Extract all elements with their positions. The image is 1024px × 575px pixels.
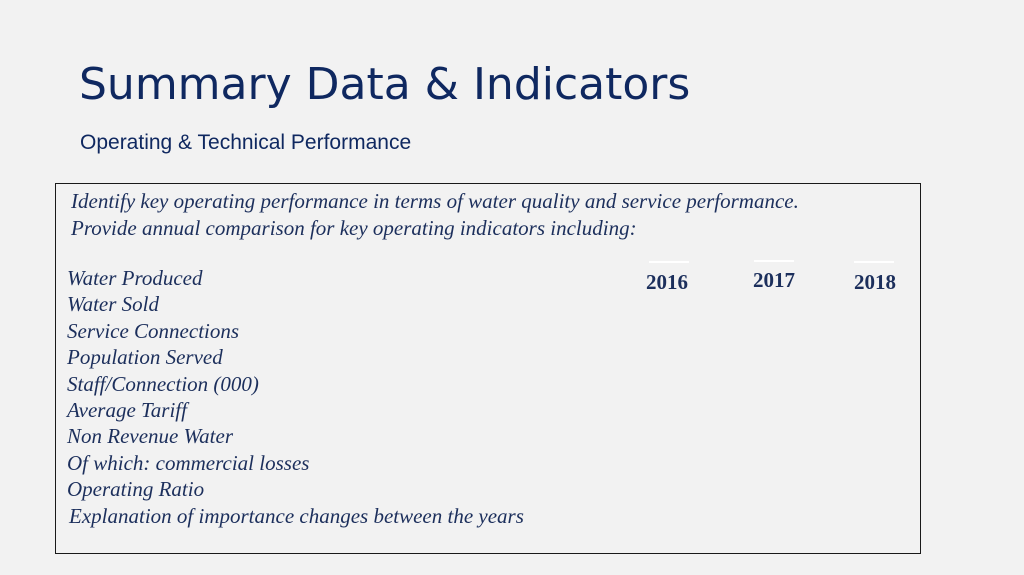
indicator-item: Water Sold [67, 292, 159, 317]
content-box: Identify key operating performance in te… [55, 183, 921, 554]
indicator-list: Water Produced Water Sold Service Connec… [67, 265, 524, 529]
indicator-item: Operating Ratio [67, 477, 205, 502]
year-2017-header: 2017 [753, 268, 795, 292]
year-2018-rule [854, 261, 894, 263]
year-2016-rule [649, 261, 689, 263]
indicator-item: Average Tariff [67, 398, 187, 423]
indicator-item: Non Revenue Water [67, 424, 234, 449]
year-2018-header: 2018 [854, 270, 896, 294]
intro-text: Identify key operating performance in te… [71, 188, 901, 242]
slide-title: Summary Data & Indicators [79, 59, 691, 110]
indicator-item: Explanation of importance changes betwee… [69, 503, 524, 528]
indicator-item: Staff/Connection (000) [67, 371, 259, 396]
indicator-item: Of which: commercial losses [67, 450, 310, 475]
intro-line-2: Provide annual comparison for key operat… [71, 216, 637, 240]
year-2016-header: 2016 [646, 270, 688, 294]
intro-line-1: Identify key operating performance in te… [71, 189, 799, 213]
indicator-item: Service Connections [67, 318, 240, 343]
indicator-item: Population Served [67, 345, 223, 370]
slide-subtitle: Operating & Technical Performance [80, 131, 412, 154]
indicator-item: Water Produced [67, 266, 203, 290]
year-2017-rule [754, 260, 794, 262]
